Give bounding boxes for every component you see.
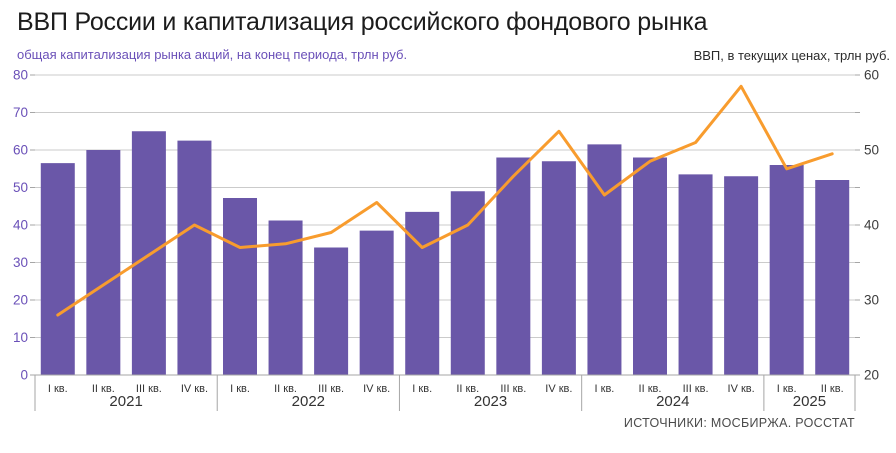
capitalization-bar <box>724 176 759 375</box>
right-axis-tick-label: 30 <box>864 293 879 308</box>
capitalization-bar <box>86 150 121 375</box>
quarter-label: II кв. <box>92 383 115 395</box>
capitalization-bar <box>496 157 531 375</box>
capitalization-bar <box>40 163 75 375</box>
quarter-label: III кв. <box>683 383 709 395</box>
capitalization-bar <box>177 140 212 375</box>
quarter-label: III кв. <box>500 383 526 395</box>
capitalization-bar <box>815 180 850 375</box>
capitalization-bar <box>223 198 257 375</box>
left-axis-tick-label: 10 <box>13 330 28 345</box>
right-axis-tick-label: 50 <box>864 143 879 158</box>
right-axis-tick-label: 40 <box>864 218 879 233</box>
left-axis-tick-label: 70 <box>13 105 28 120</box>
left-axis-tick-label: 50 <box>13 180 28 195</box>
capitalization-bar <box>268 220 303 375</box>
quarter-label: IV кв. <box>545 383 572 395</box>
gdp-line <box>56 84 834 317</box>
quarter-label: II кв. <box>456 383 479 395</box>
left-axis-tick-label: 40 <box>13 218 28 233</box>
capitalization-bar <box>450 191 485 375</box>
right-axis-tick-label: 60 <box>864 68 879 83</box>
quarter-label: I кв. <box>595 383 615 395</box>
year-label: 2025 <box>793 393 826 410</box>
left-axis-tick-label: 30 <box>13 255 28 270</box>
sources-note: ИСТОЧНИКИ: МОСБИРЖА. РОССТАТ <box>623 416 855 430</box>
quarter-label: I кв. <box>777 383 797 395</box>
page-title: ВВП России и капитализация российского ф… <box>17 8 708 36</box>
quarter-label: III кв. <box>136 383 162 395</box>
quarter-label: IV кв. <box>181 383 208 395</box>
year-label: 2021 <box>109 393 142 410</box>
left-axis-tick-label: 60 <box>13 143 28 158</box>
capitalization-bar <box>359 230 394 375</box>
right-axis-title: ВВП, в текущих ценах, трлн руб. <box>693 48 890 63</box>
capitalization-bar <box>541 161 576 375</box>
capitalization-bar <box>769 165 804 375</box>
left-axis-tick-label: 0 <box>20 368 28 383</box>
capitalization-bar <box>587 144 622 375</box>
quarter-label: IV кв. <box>728 383 755 395</box>
quarter-label: I кв. <box>412 383 432 395</box>
quarter-label: I кв. <box>230 383 250 395</box>
capitalization-bar <box>633 157 667 375</box>
quarter-label: II кв. <box>639 383 662 395</box>
capitalization-bar <box>314 247 349 375</box>
year-label: 2022 <box>292 393 325 410</box>
right-axis-tick-label: 20 <box>864 368 879 383</box>
quarter-label: I кв. <box>48 383 68 395</box>
capitalization-bar <box>405 211 440 375</box>
left-axis-tick-label: 20 <box>13 293 28 308</box>
left-axis-tick-label: 80 <box>13 68 28 83</box>
quarter-label: II кв. <box>821 383 844 395</box>
left-axis-title: общая капитализация рынка акций, на коне… <box>17 47 408 62</box>
capitalization-bar <box>678 174 713 375</box>
capitalization-bar <box>131 131 166 375</box>
year-label: 2024 <box>656 393 689 410</box>
quarter-label: II кв. <box>274 383 297 395</box>
year-label: 2023 <box>474 393 507 410</box>
quarter-label: IV кв. <box>363 383 390 395</box>
quarter-label: III кв. <box>318 383 344 395</box>
